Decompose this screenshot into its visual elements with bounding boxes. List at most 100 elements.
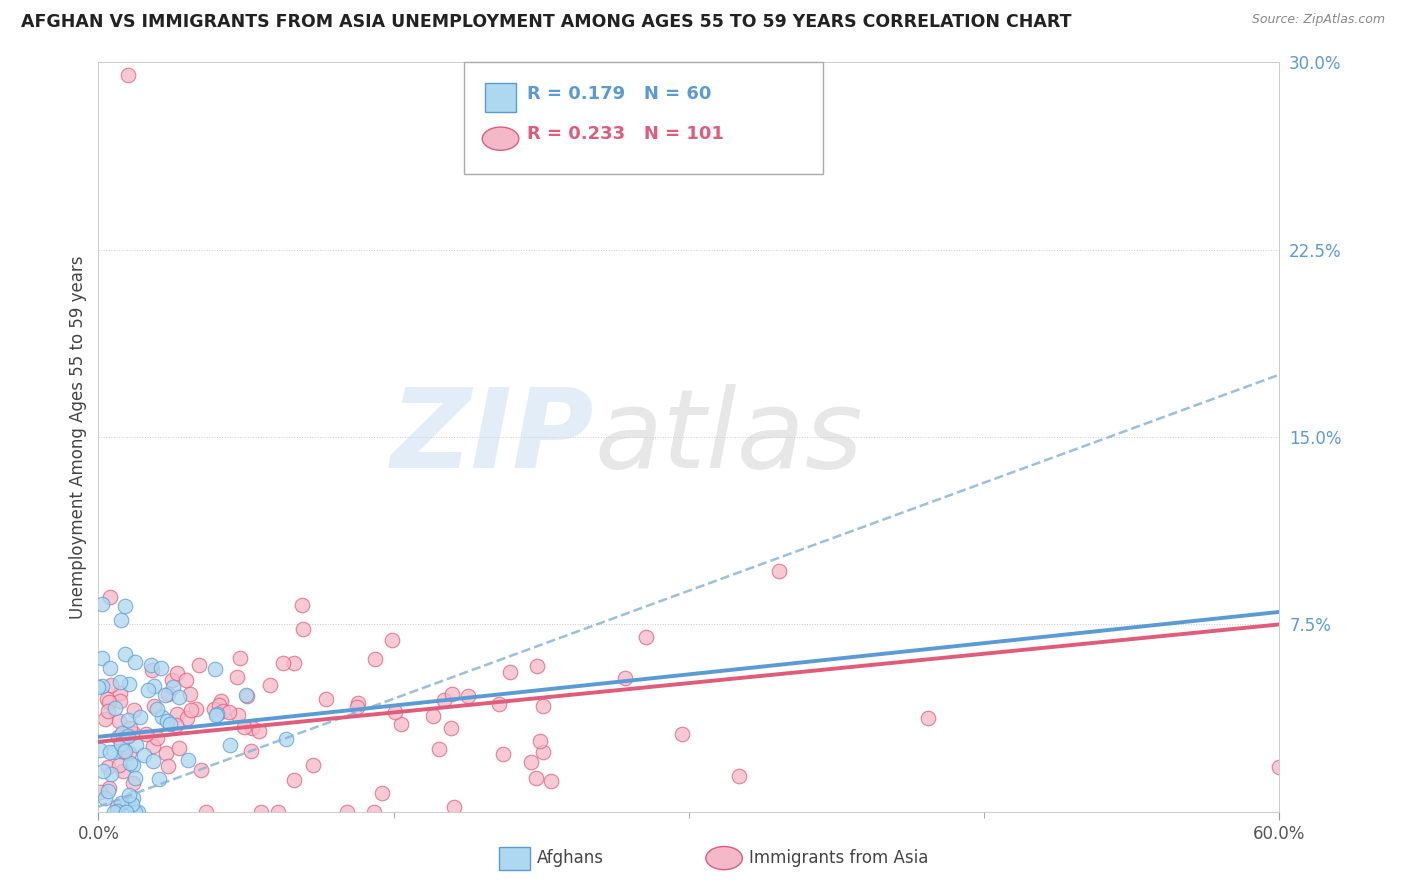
Point bbox=[492, 747, 515, 761]
Point bbox=[111, 726, 134, 740]
Point bbox=[212, 705, 235, 719]
Text: ZIP: ZIP bbox=[391, 384, 595, 491]
Point bbox=[155, 746, 177, 760]
Point bbox=[103, 746, 125, 760]
Point bbox=[433, 693, 456, 707]
Point bbox=[118, 788, 141, 802]
Point bbox=[167, 690, 190, 705]
Point bbox=[177, 753, 200, 767]
Point bbox=[226, 708, 249, 723]
Text: atlas: atlas bbox=[595, 384, 863, 491]
Point bbox=[114, 599, 136, 613]
Point bbox=[114, 805, 136, 819]
Point bbox=[127, 805, 149, 819]
Point bbox=[87, 680, 110, 694]
Point bbox=[524, 771, 547, 785]
Text: Source: ZipAtlas.com: Source: ZipAtlas.com bbox=[1251, 13, 1385, 27]
Point bbox=[108, 675, 131, 690]
Text: R = 0.179   N = 60: R = 0.179 N = 60 bbox=[527, 85, 711, 103]
Point bbox=[159, 717, 181, 731]
Point bbox=[107, 758, 129, 772]
Point bbox=[110, 796, 132, 810]
Point bbox=[219, 739, 242, 753]
Point bbox=[104, 700, 127, 714]
Point bbox=[166, 666, 188, 681]
Point bbox=[531, 699, 554, 714]
Point bbox=[135, 727, 157, 741]
Point bbox=[169, 741, 191, 756]
Point bbox=[114, 744, 136, 758]
Point bbox=[98, 781, 121, 796]
Point bbox=[526, 659, 548, 673]
Point bbox=[439, 722, 461, 736]
Point bbox=[150, 709, 173, 723]
Point bbox=[105, 804, 128, 818]
Point bbox=[259, 678, 281, 692]
Point bbox=[122, 776, 145, 790]
Point bbox=[121, 726, 143, 740]
Point bbox=[540, 774, 562, 789]
Point bbox=[110, 738, 132, 752]
Point bbox=[166, 707, 188, 722]
Point bbox=[636, 630, 658, 644]
Point bbox=[187, 657, 209, 672]
Point bbox=[108, 686, 131, 700]
Point bbox=[229, 651, 252, 665]
Point bbox=[129, 710, 152, 724]
Point bbox=[239, 744, 262, 758]
Point bbox=[132, 748, 155, 763]
Point bbox=[728, 769, 751, 783]
Point bbox=[157, 759, 180, 773]
Point bbox=[520, 756, 543, 770]
Point bbox=[156, 714, 179, 729]
Point bbox=[384, 705, 406, 719]
Point bbox=[162, 680, 184, 694]
Point bbox=[346, 699, 368, 714]
Point bbox=[671, 727, 693, 741]
Point bbox=[90, 679, 112, 693]
Point bbox=[249, 805, 271, 819]
Point bbox=[110, 613, 132, 627]
Point bbox=[124, 805, 146, 819]
Point bbox=[180, 703, 202, 717]
Point bbox=[247, 723, 270, 738]
Point bbox=[100, 766, 122, 780]
Point bbox=[121, 790, 143, 805]
Point bbox=[768, 564, 790, 578]
Point bbox=[157, 688, 180, 702]
Point bbox=[153, 688, 176, 702]
Point bbox=[98, 695, 121, 709]
Point bbox=[283, 656, 305, 670]
Point bbox=[111, 764, 134, 779]
Point bbox=[176, 710, 198, 724]
Point bbox=[204, 662, 226, 676]
Point bbox=[118, 746, 141, 760]
Point bbox=[107, 730, 129, 744]
Point bbox=[195, 805, 218, 819]
Point bbox=[112, 746, 135, 760]
Point bbox=[114, 647, 136, 661]
Point bbox=[267, 805, 290, 819]
Point bbox=[160, 673, 183, 687]
Point bbox=[917, 711, 939, 725]
Point bbox=[98, 661, 121, 675]
Text: Immigrants from Asia: Immigrants from Asia bbox=[749, 849, 929, 867]
Point bbox=[363, 805, 385, 819]
Point bbox=[103, 805, 125, 819]
Point bbox=[142, 739, 165, 754]
Point bbox=[205, 708, 228, 723]
Text: Afghans: Afghans bbox=[537, 849, 605, 867]
Point bbox=[117, 68, 139, 82]
Point bbox=[179, 687, 201, 701]
Point bbox=[110, 694, 132, 708]
Point bbox=[142, 699, 165, 714]
Point bbox=[336, 805, 359, 819]
Point bbox=[143, 679, 166, 693]
Point bbox=[146, 702, 169, 716]
Point bbox=[149, 661, 172, 675]
Point bbox=[139, 657, 162, 672]
Point bbox=[124, 656, 146, 670]
Point bbox=[613, 672, 636, 686]
Point bbox=[499, 665, 522, 680]
Point bbox=[174, 673, 197, 687]
